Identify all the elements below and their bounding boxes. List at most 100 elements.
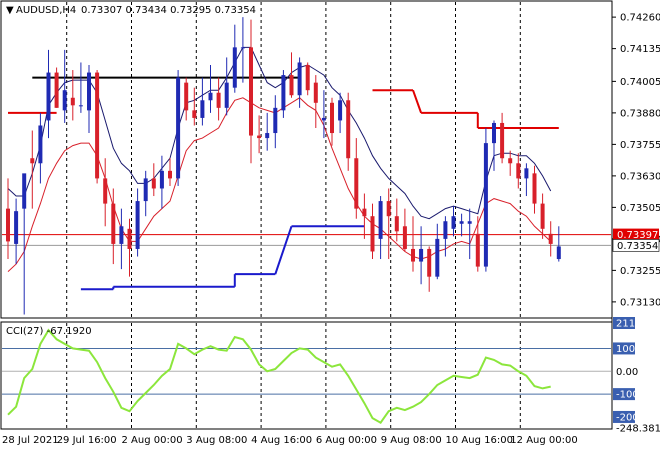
x-tick-label: 6 Aug 00:00 bbox=[316, 435, 377, 446]
candle-bull bbox=[524, 168, 529, 179]
candle-bull bbox=[419, 248, 424, 262]
candle-bear bbox=[289, 75, 294, 96]
x-tick-label: 29 Jul 16:00 bbox=[57, 435, 117, 446]
candle-bear bbox=[411, 248, 415, 262]
candle-bull bbox=[281, 75, 286, 111]
candle-bull bbox=[443, 221, 448, 239]
candle-bear bbox=[362, 208, 367, 217]
y-tick-label: 0.73505 bbox=[620, 203, 660, 214]
candle-bear bbox=[111, 203, 116, 244]
candle-bull bbox=[265, 133, 270, 139]
x-tick-label: 2 Aug 00:00 bbox=[122, 435, 183, 446]
x-tick-label: 10 Aug 16:00 bbox=[446, 435, 513, 446]
candle-bear bbox=[500, 122, 505, 159]
x-tick-label: 3 Aug 08:00 bbox=[186, 435, 247, 446]
candle-bull bbox=[492, 122, 496, 144]
y-tick-label: 0.73630 bbox=[620, 171, 660, 182]
candle-bear bbox=[151, 178, 156, 189]
cci-tick-label: -100 bbox=[616, 390, 639, 401]
candle-bull bbox=[208, 92, 213, 101]
candle-bear bbox=[427, 248, 432, 277]
candle-bear bbox=[394, 216, 399, 232]
x-tick-label: 28 Jul 2021 bbox=[2, 435, 59, 446]
candle-bear bbox=[532, 173, 537, 204]
candle-bull bbox=[135, 201, 140, 249]
candle-bear bbox=[54, 72, 59, 108]
cci-tick-label: 211.4057 bbox=[616, 319, 660, 330]
candle-bear bbox=[540, 203, 545, 229]
candle-bear bbox=[103, 178, 108, 204]
candle-bull bbox=[273, 107, 278, 134]
y-tick-label: 0.73755 bbox=[620, 140, 660, 151]
x-tick-label: 4 Aug 16:00 bbox=[251, 435, 312, 446]
candle-bear bbox=[402, 226, 407, 249]
cci-panel-frame bbox=[0, 321, 613, 430]
candle-bear bbox=[6, 208, 10, 242]
candle-bear bbox=[330, 102, 334, 134]
levels-layer bbox=[8, 76, 559, 291]
y-tick-label: 0.73130 bbox=[620, 297, 660, 308]
candle-bull bbox=[46, 72, 51, 121]
candle-bull bbox=[87, 72, 91, 111]
candle-bull bbox=[62, 90, 67, 111]
candle-bull bbox=[321, 117, 326, 121]
price-tag-box bbox=[613, 228, 659, 241]
candle-bull bbox=[200, 100, 205, 118]
candle-bear bbox=[386, 201, 391, 217]
candle-bull bbox=[143, 178, 148, 202]
candle-bear bbox=[346, 100, 351, 159]
candle-bull bbox=[378, 201, 383, 239]
y-tick-label: 0.73255 bbox=[620, 266, 660, 277]
x-tick-label: 12 Aug 00:00 bbox=[510, 435, 577, 446]
price-tag-box bbox=[612, 239, 660, 252]
candle-bull bbox=[176, 77, 181, 179]
y-tick-label: 0.74260 bbox=[620, 13, 660, 24]
candle-bear bbox=[305, 65, 310, 91]
candle-bull bbox=[483, 143, 488, 267]
cci-tick-label: 100 bbox=[616, 344, 635, 355]
candle-bear bbox=[127, 228, 132, 249]
x-tick-label: 9 Aug 08:00 bbox=[381, 435, 442, 446]
candle-bull bbox=[232, 47, 237, 88]
candle-bull bbox=[556, 246, 561, 260]
cci-layer bbox=[7, 328, 551, 425]
chart-symbol-label: AUDUSD,H4 bbox=[16, 5, 76, 16]
candle-bull bbox=[224, 82, 229, 108]
candles-layer bbox=[6, 17, 561, 315]
candle-bear bbox=[508, 158, 513, 164]
candle-bull bbox=[119, 226, 124, 244]
cci-title: CCI(27) -67.1920 bbox=[6, 326, 92, 337]
cci-level-tag bbox=[613, 317, 635, 329]
candle-bull bbox=[451, 216, 456, 229]
price-tag-label: 0.73354 bbox=[617, 241, 658, 252]
candle-bear bbox=[475, 233, 480, 267]
candle-bull bbox=[14, 211, 19, 244]
candle-bear bbox=[313, 82, 318, 103]
cci-level-tag bbox=[613, 410, 635, 423]
candle-bear bbox=[30, 158, 35, 164]
candle-bull bbox=[240, 47, 245, 49]
candle-bull bbox=[459, 221, 464, 224]
candle-bull bbox=[338, 100, 343, 121]
cci-tick-label: 0.00 bbox=[616, 367, 638, 378]
chart-ohlc-label: 0.73307 0.73434 0.73295 0.73354 bbox=[81, 5, 256, 16]
y-tick-label: 0.73880 bbox=[620, 108, 660, 119]
candle-bull bbox=[22, 173, 27, 209]
candle-bear bbox=[95, 72, 100, 179]
axis-layer: 0.74260 0.74135 0.74005 0.73880 0.73755 0.736… bbox=[2, 13, 660, 446]
cci-tick-label: -200 bbox=[616, 412, 639, 423]
cci-level-tag bbox=[613, 388, 635, 401]
candle-bear bbox=[192, 110, 197, 118]
candle-bull bbox=[297, 62, 302, 96]
candle-bull bbox=[159, 170, 164, 189]
candle-bear bbox=[548, 233, 553, 244]
candle-bear bbox=[168, 170, 172, 179]
cci-tick-label: -248.381 bbox=[616, 424, 660, 435]
candle-bear bbox=[249, 47, 253, 136]
y-tick-label: 0.74005 bbox=[620, 77, 660, 88]
price-tag-label: 0.73397 bbox=[617, 230, 658, 241]
candle-bear bbox=[516, 163, 521, 179]
candle-bear bbox=[354, 158, 359, 209]
candle-bull bbox=[38, 125, 43, 164]
